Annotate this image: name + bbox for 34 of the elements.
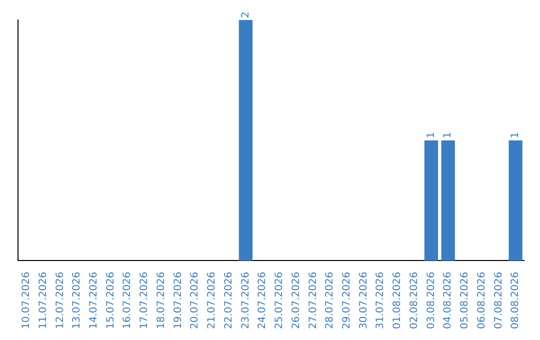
data-label: 2 — [240, 12, 252, 18]
x-tick-label: 30.07.2026 — [358, 272, 370, 330]
x-tick-label: 16.07.2026 — [122, 272, 134, 330]
x-tick-label: 27.07.2026 — [308, 272, 319, 330]
x-tick-label: 18.07.2026 — [156, 272, 167, 330]
x-tick-label: 31.07.2026 — [375, 272, 386, 330]
x-tick-label: 22.07.2026 — [223, 272, 234, 330]
x-tick-label: 10.07.2026 — [21, 272, 32, 330]
x-tick-label: 25.07.2026 — [274, 272, 286, 330]
x-tick-label: 26.07.2026 — [290, 272, 302, 330]
x-tick-label: 14.07.2026 — [88, 272, 100, 330]
x-tick-label: 29.07.2026 — [341, 272, 352, 330]
x-tick-label: 05.08.2026 — [460, 272, 471, 330]
x-tick-label: 12.07.2026 — [54, 272, 66, 330]
x-tick-label: 01.08.2026 — [392, 272, 404, 330]
x-tick-label: 04.08.2026 — [442, 272, 454, 330]
x-tick-label: 11.07.2026 — [38, 272, 49, 330]
x-tick-label: 24.07.2026 — [257, 272, 268, 330]
x-tick-label: 21.07.2026 — [206, 272, 218, 330]
data-label: 1 — [442, 132, 454, 138]
data-label: 1 — [510, 132, 522, 138]
x-tick-label: 28.07.2026 — [324, 272, 336, 330]
x-tick-label: 23.07.2026 — [240, 272, 252, 330]
x-tick-label: 06.08.2026 — [476, 272, 488, 330]
x-tick-label: 15.07.2026 — [105, 272, 116, 330]
x-tick-label: 19.07.2026 — [172, 272, 184, 330]
x-tick-label: 13.07.2026 — [72, 272, 83, 330]
data-label: 1 — [426, 132, 437, 138]
x-tick-label: 07.08.2026 — [493, 272, 504, 330]
x-tick-label: 17.07.2026 — [139, 272, 150, 330]
x-tick-label: 20.07.2026 — [190, 272, 201, 330]
x-tick-label: 02.08.2026 — [408, 272, 420, 330]
x-tick-label: 03.08.2026 — [426, 272, 437, 330]
x-tick-label: 08.08.2026 — [510, 272, 522, 330]
